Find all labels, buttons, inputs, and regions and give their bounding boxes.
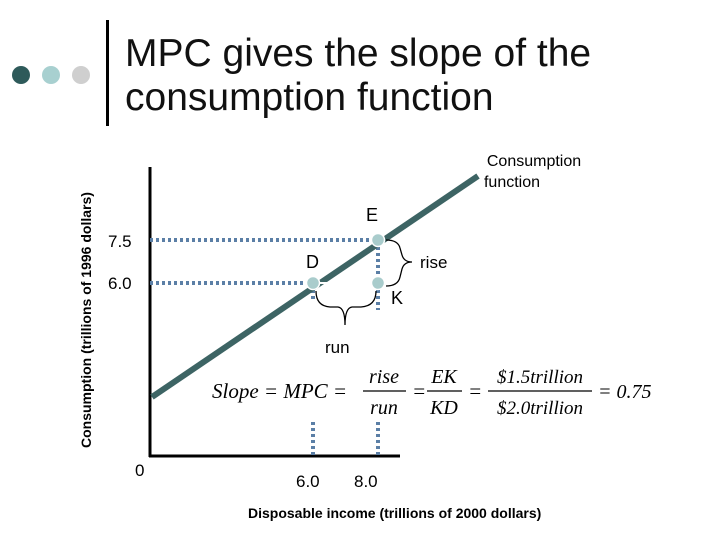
formula-kd: KD [429, 397, 458, 419]
equals-3: = [468, 379, 482, 403]
rise-label: rise [420, 253, 447, 272]
slope-formula: Slope = MPC = rise run = EK KD = $1.5tri… [212, 366, 652, 419]
formula-lhs: Slope = MPC = [212, 379, 347, 403]
equals-2: = [412, 379, 426, 403]
formula-ek: EK [430, 366, 458, 388]
x-tick-8-0: 8.0 [354, 472, 378, 491]
y-tick-6-0: 6.0 [108, 274, 132, 293]
x-axis-label: Disposable income (trillions of 2000 dol… [248, 505, 542, 521]
point-d [305, 275, 321, 291]
formula-run: run [370, 397, 398, 419]
bullet-dot-dark [12, 66, 30, 84]
point-e [370, 232, 386, 248]
slide-title: MPC gives the slope of the consumption f… [125, 32, 592, 119]
y-tick-7-5: 7.5 [108, 232, 132, 251]
title-divider [106, 20, 109, 126]
point-label-k: K [391, 288, 403, 308]
formula-denominator: $2.0trillion [497, 398, 583, 419]
rise-brace [385, 239, 413, 287]
formula-result: = 0.75 [598, 381, 652, 403]
point-label-d: D [306, 252, 319, 272]
formula-rise: rise [369, 366, 399, 388]
bullet-dot-light [42, 66, 60, 84]
point-k [370, 275, 386, 291]
x-tick-6-0: 6.0 [296, 472, 320, 491]
formula-numerator: $1.5trillion [497, 367, 583, 388]
run-label: run [325, 338, 350, 357]
origin-label: 0 [135, 461, 144, 480]
point-label-e: E [366, 205, 378, 225]
bullet-dot-gray [72, 66, 90, 84]
curve-label: Consumption function [484, 153, 581, 191]
run-brace [315, 290, 377, 326]
